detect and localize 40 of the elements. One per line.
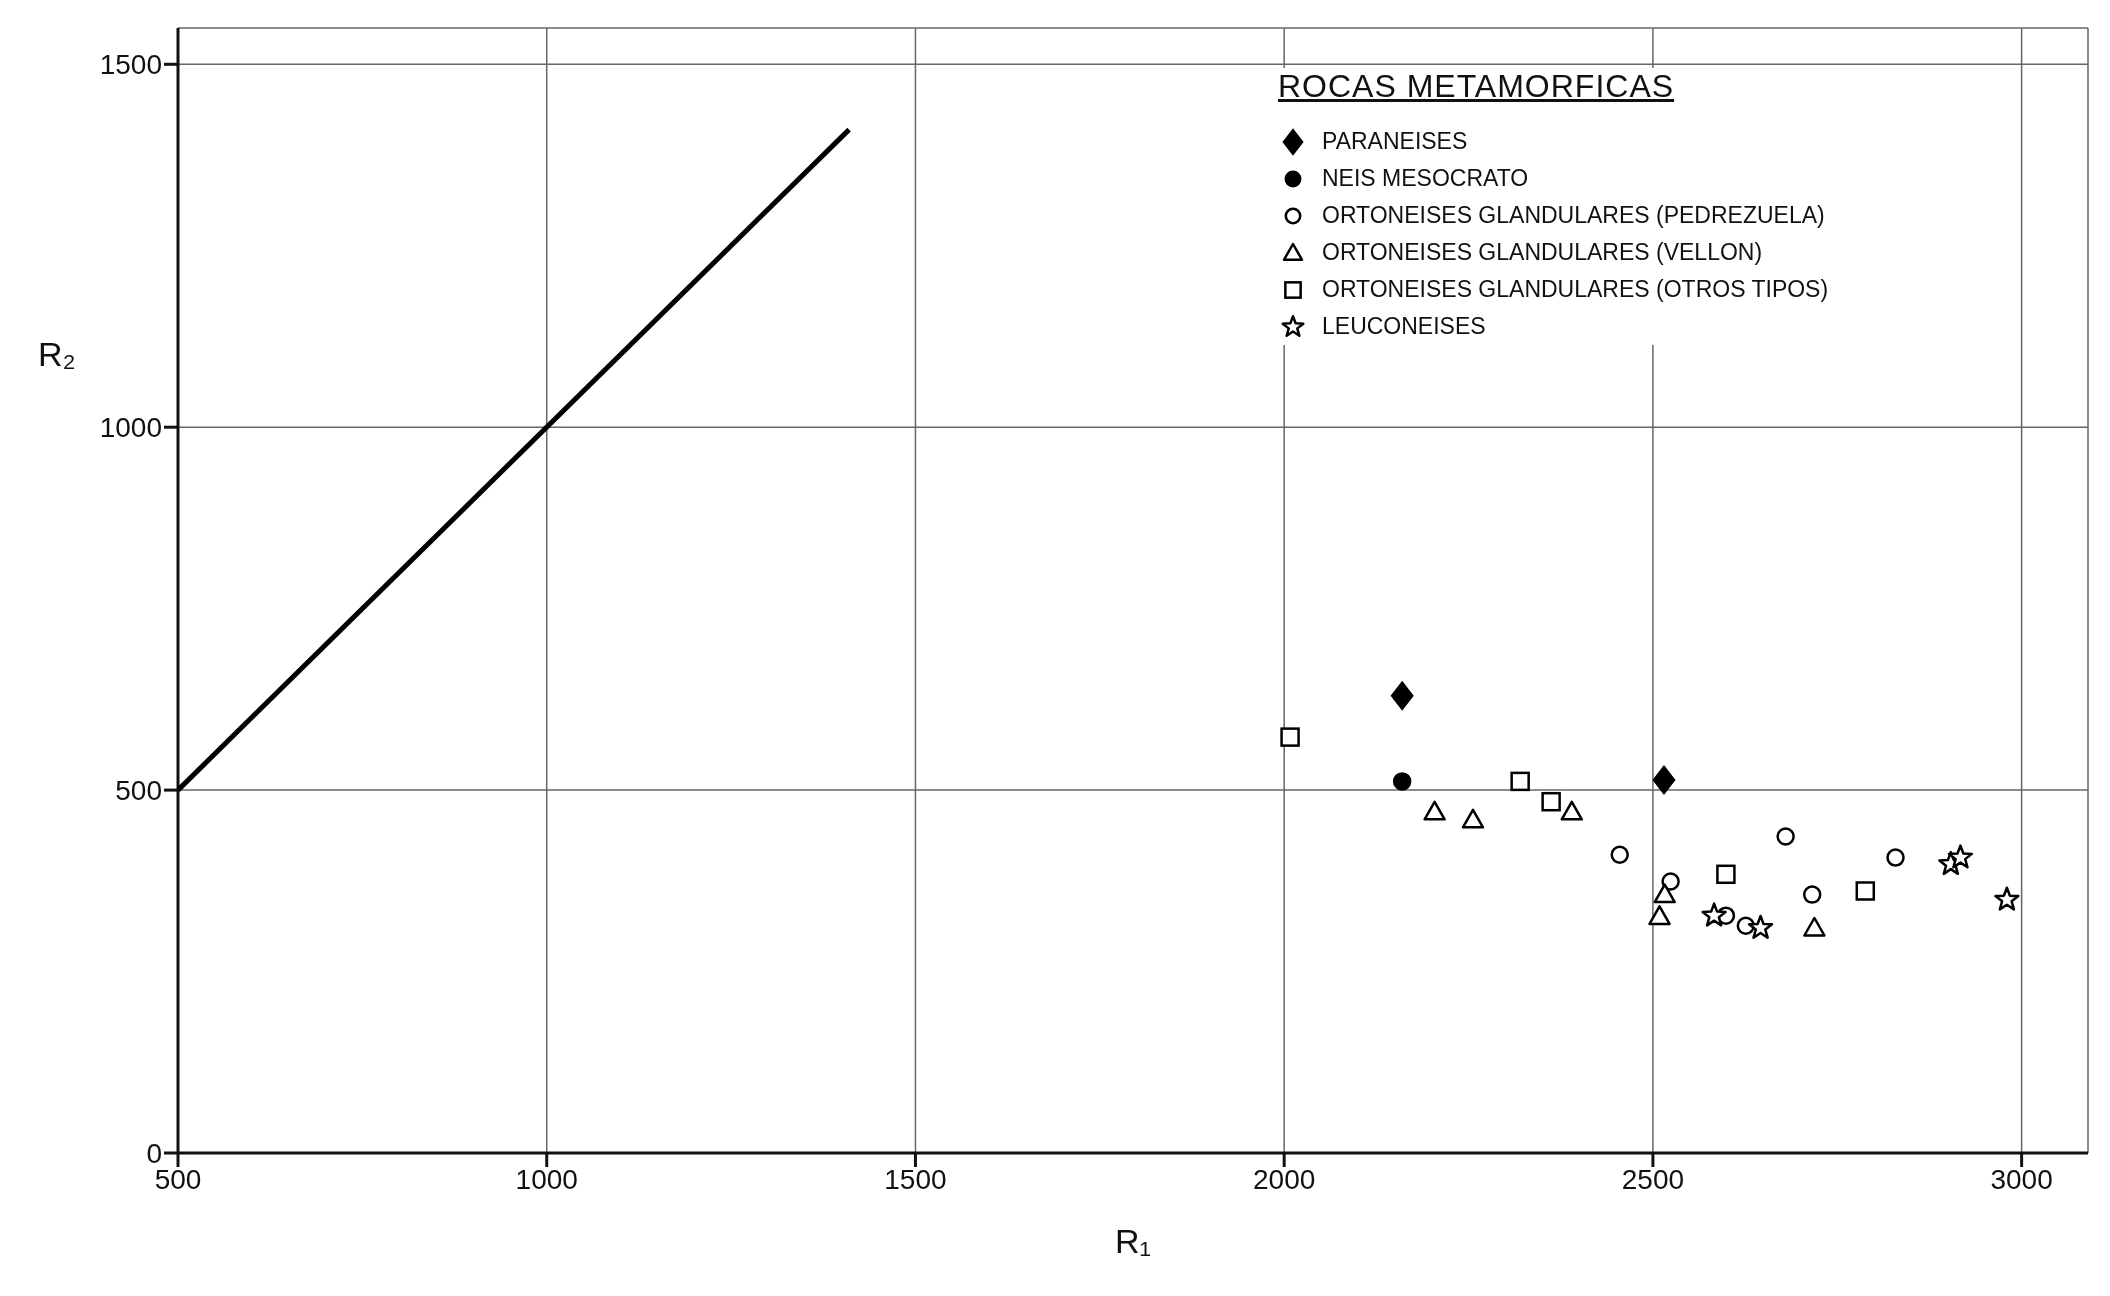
point — [1423, 800, 1446, 821]
point — [1747, 914, 1774, 939]
y-axis-title: R₂ — [38, 334, 76, 373]
point — [1510, 771, 1530, 792]
x-axis-title: R₁ — [1114, 1222, 1152, 1260]
point — [1855, 881, 1876, 901]
point — [1652, 765, 1676, 795]
x-tick-label: 3000 — [1990, 1163, 2053, 1195]
y-tick-label: 1000 — [99, 412, 162, 444]
point — [1661, 872, 1680, 891]
point — [1803, 916, 1826, 937]
point — [1648, 905, 1671, 926]
legend-label: NEIS MESOCRATO — [1322, 165, 1529, 192]
point — [1701, 902, 1727, 927]
y-tick-label: 1500 — [99, 49, 162, 81]
legend-label: ORTONEISES GLANDULARES (VELLON) — [1322, 239, 1763, 266]
legend-label: PARANEISES — [1322, 128, 1468, 155]
point — [1461, 808, 1485, 829]
point — [1947, 844, 1974, 869]
point — [1280, 727, 1300, 747]
point — [1776, 827, 1795, 846]
point — [1610, 845, 1629, 864]
point — [1560, 800, 1584, 821]
legend-title: ROCAS METAMORFICAS — [1278, 68, 1676, 105]
point — [1541, 791, 1561, 812]
x-tick-label: 2000 — [1253, 1163, 1316, 1195]
x-tick-label: 1500 — [884, 1163, 947, 1195]
point — [1390, 681, 1414, 710]
x-tick-label: 1000 — [515, 1163, 578, 1195]
x-tick-label: 2500 — [1621, 1163, 1685, 1195]
point — [1716, 864, 1736, 885]
point — [1994, 886, 2020, 911]
legend-label: ORTONEISES GLANDULARES (OTROS TIPOS) — [1322, 276, 1829, 303]
point — [1886, 848, 1905, 867]
legend-label: ORTONEISES GLANDULARES (PEDREZUELA) — [1322, 202, 1825, 229]
point — [1802, 885, 1822, 904]
y-tick-label: 500 — [115, 775, 162, 807]
point — [1653, 883, 1676, 904]
legend-label: LEUCONEISES — [1322, 313, 1486, 340]
point — [1392, 772, 1412, 791]
